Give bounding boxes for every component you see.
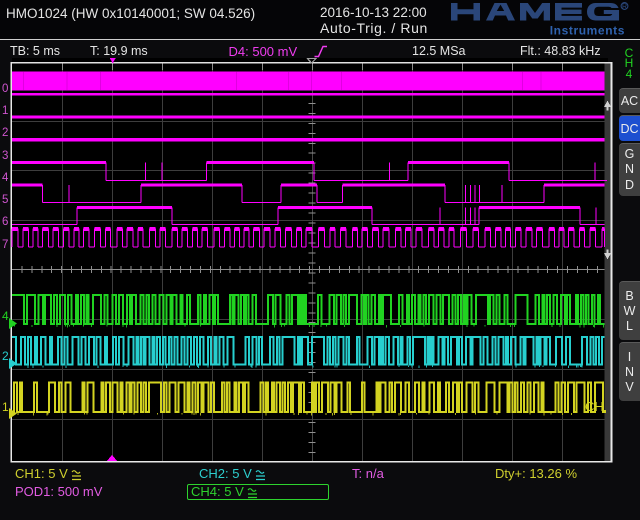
svg-text:R: R: [622, 4, 627, 11]
svg-text:Instruments: Instruments: [550, 24, 625, 38]
